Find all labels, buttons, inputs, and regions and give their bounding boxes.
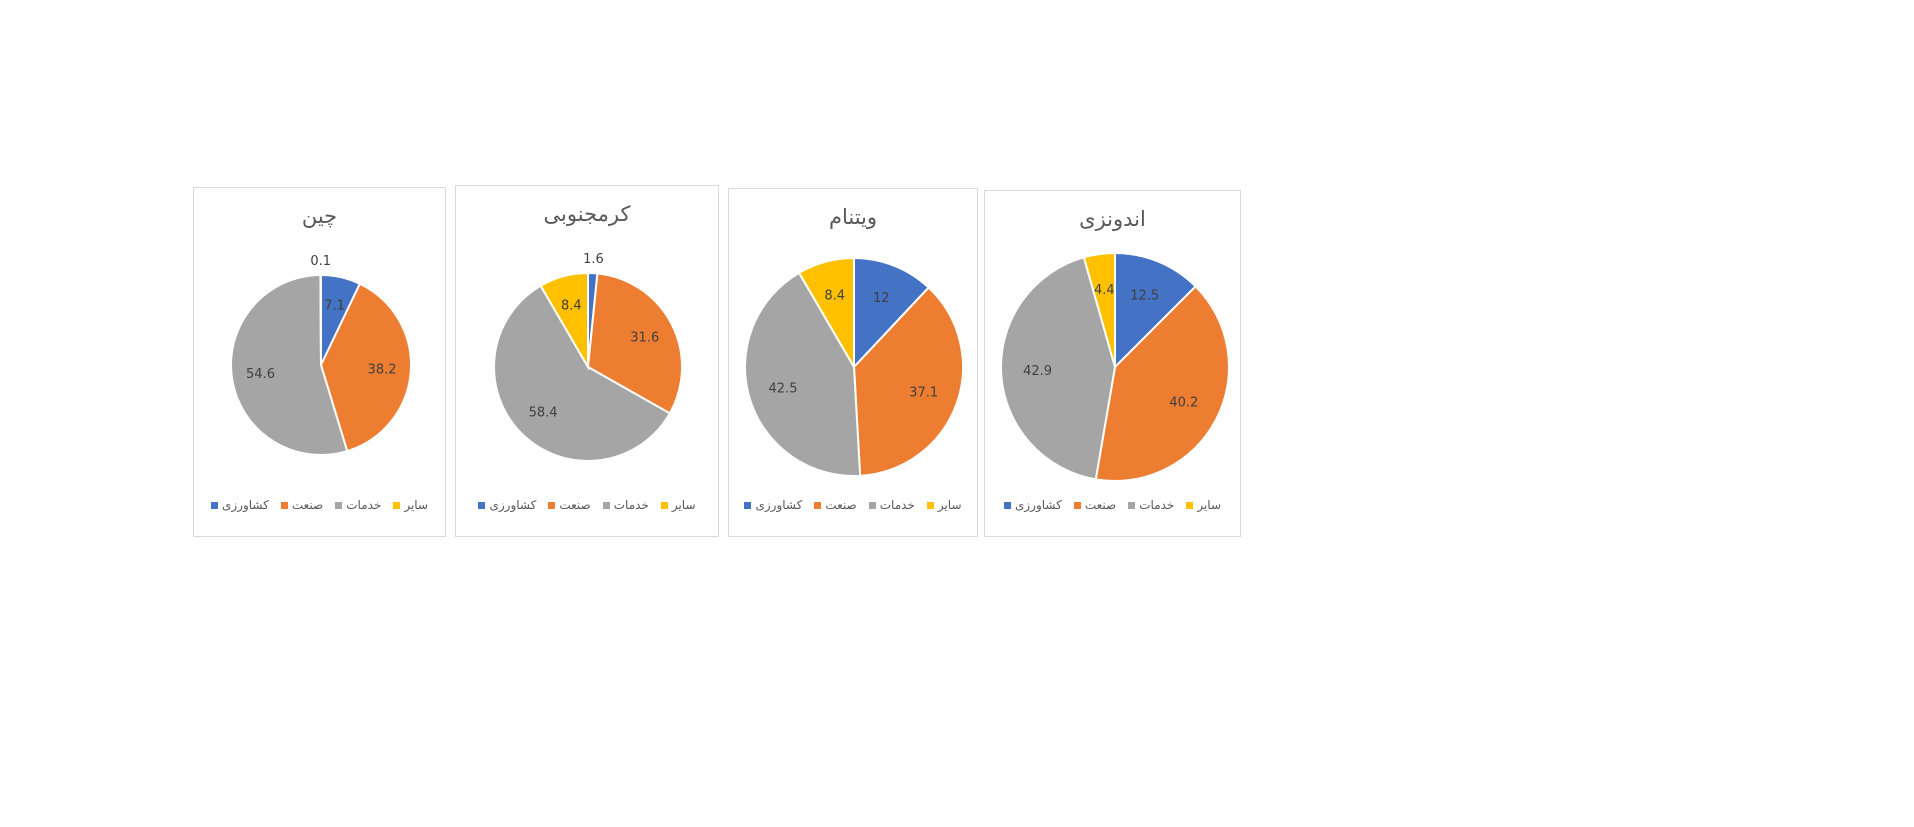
legend-item: سایر: [1186, 498, 1221, 512]
legend-swatch: [744, 501, 752, 509]
legend-label: سایر: [671, 498, 696, 512]
slice-data-label: 12.5: [1130, 288, 1159, 303]
slice-data-label: 40.2: [1169, 396, 1198, 411]
pie-slice: [539, 271, 589, 371]
legend-swatch: [926, 501, 934, 509]
legend-item: سایر: [660, 498, 696, 512]
pie-chart-card: ویتنام 12 37.1 42.5 8.4 سایر خدمات صنعت کشاورزی: [728, 188, 978, 537]
legend-label: خدمات: [879, 498, 915, 512]
pie-slice: [1082, 251, 1116, 368]
legend-swatch: [868, 501, 876, 509]
legend-item: خدمات: [1128, 498, 1174, 512]
legend-swatch: [602, 501, 610, 509]
slice-data-label: 8.4: [561, 298, 582, 313]
pie-plot: 12 37.1 42.5 8.4: [744, 256, 964, 477]
chart-title: ویتنام: [828, 205, 878, 229]
legend-swatch: [335, 501, 343, 509]
legend-swatch: [1186, 501, 1194, 509]
chart-title: چین: [301, 204, 338, 228]
legend-item: کشاورزی: [478, 498, 536, 512]
slice-data-label: 0.1: [310, 254, 331, 269]
legend-label: خدمات: [613, 498, 649, 512]
legend-item: صنعت: [1073, 498, 1117, 512]
chart-legend: سایر خدمات صنعت کشاورزی: [729, 498, 977, 512]
slice-data-label: 42.9: [1023, 364, 1052, 379]
legend-swatch: [210, 501, 218, 509]
legend-item: کشاورزی: [210, 498, 269, 512]
slice-data-label: 58.4: [529, 405, 558, 420]
legend-swatch: [1073, 501, 1081, 509]
slice-data-label: 4.4: [1094, 283, 1115, 298]
pie-slice: [853, 256, 931, 370]
legend-label: کشاورزی: [1014, 498, 1062, 512]
legend-item: کشاورزی: [744, 498, 802, 512]
pie-slice: [1000, 256, 1117, 481]
legend-label: خدمات: [346, 498, 382, 512]
pie-slice: [797, 256, 855, 371]
pie-chart-card: اندونزی 12.5 40.2 42.9 4.4 سایر خدمات صنعت کشاور…: [984, 190, 1241, 537]
chart-legend: سایر خدمات صنعت کشاورزی: [985, 498, 1240, 512]
legend-label: کشاورزی: [489, 498, 537, 512]
slice-data-label: 38.2: [368, 363, 397, 378]
legend-item: صنعت: [814, 498, 857, 512]
legend-item: خدمات: [335, 498, 381, 512]
legend-label: خدمات: [1139, 498, 1175, 512]
legend-label: صنعت: [825, 498, 857, 512]
legend-label: صنعت: [559, 498, 591, 512]
legend-swatch: [548, 501, 556, 509]
slice-data-label: 42.5: [769, 381, 798, 396]
slice-data-label: 7.1: [324, 298, 345, 313]
pie-slice: [319, 282, 412, 453]
slice-data-label: 31.6: [630, 331, 659, 346]
pie-slice: [319, 273, 322, 366]
legend-label: کشاورزی: [755, 498, 803, 512]
legend-label: سایر: [404, 498, 429, 512]
pie-slice: [493, 284, 672, 462]
pie-chart-card: کرمجنوبی 1.6 31.6 58.4 8.4 سایر خدمات صنعت کشاور…: [455, 185, 719, 537]
legend-swatch: [660, 501, 668, 509]
legend-swatch: [393, 501, 401, 509]
pie-chart-card: چین 7.1 38.2 54.6 0.1 سایر خدمات صنعت کشاورزی: [193, 187, 446, 537]
chart-title: اندونزی: [1079, 207, 1146, 231]
legend-swatch: [478, 501, 486, 509]
pie-slice: [744, 271, 862, 477]
pie-plot: 12.5 40.2 42.9 4.4: [1000, 251, 1230, 482]
legend-label: صنعت: [1084, 498, 1117, 512]
pie-slice: [586, 272, 683, 415]
slice-data-label: 8.4: [824, 288, 845, 303]
pie-slice: [852, 286, 964, 477]
legend-swatch: [280, 501, 288, 509]
pie-slice: [1094, 284, 1230, 482]
legend-label: سایر: [937, 498, 962, 512]
legend-item: صنعت: [548, 498, 591, 512]
pie-slice: [230, 273, 349, 456]
legend-item: کشاورزی: [1003, 498, 1062, 512]
slice-data-label: 37.1: [909, 385, 938, 400]
legend-item: خدمات: [602, 498, 649, 512]
pie-plot: 1.6 31.6 58.4 8.4: [493, 252, 683, 462]
legend-swatch: [814, 501, 822, 509]
legend-label: کشاورزی: [221, 498, 269, 512]
legend-item: سایر: [926, 498, 962, 512]
legend-item: سایر: [393, 498, 428, 512]
legend-item: صنعت: [280, 498, 324, 512]
chart-title: کرمجنوبی: [543, 202, 631, 226]
legend-label: صنعت: [291, 498, 324, 512]
chart-legend: سایر خدمات صنعت کشاورزی: [194, 498, 445, 512]
pie-slice: [1114, 251, 1198, 370]
legend-swatch: [1128, 501, 1136, 509]
legend-swatch: [1003, 501, 1011, 509]
slice-data-label: 12: [873, 291, 890, 306]
pie-plot: 7.1 38.2 54.6 0.1: [230, 254, 412, 456]
slice-data-label: 1.6: [583, 252, 604, 267]
legend-label: سایر: [1197, 498, 1222, 512]
chart-legend: سایر خدمات صنعت کشاورزی: [456, 498, 718, 512]
slice-data-label: 54.6: [246, 367, 275, 382]
legend-item: خدمات: [868, 498, 915, 512]
